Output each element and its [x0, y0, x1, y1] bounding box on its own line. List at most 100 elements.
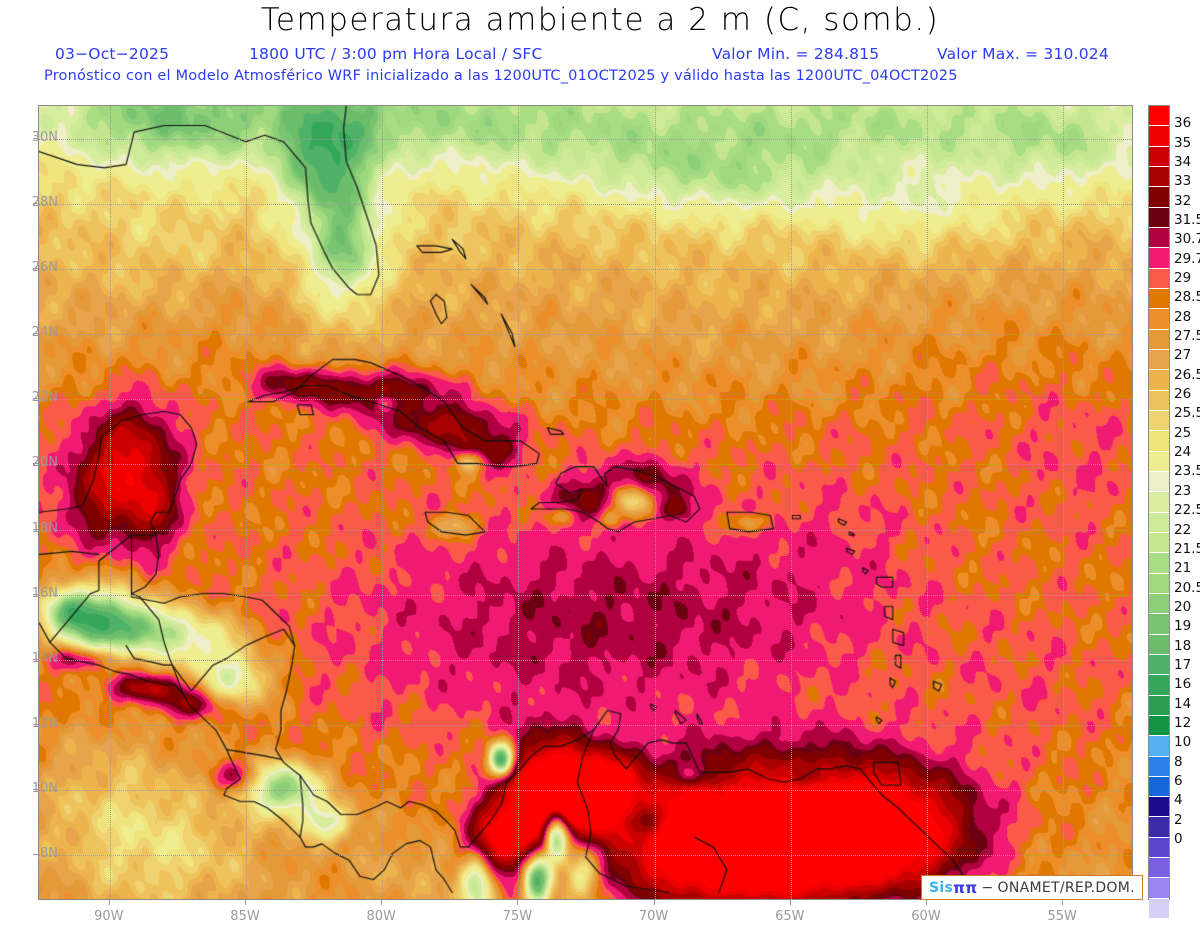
colorbar-value-label: 27: [1174, 347, 1192, 364]
longitude-tick: [1062, 900, 1064, 905]
colorbar-value-label: 30.7: [1174, 231, 1200, 248]
colorbar-band: [1149, 573, 1169, 594]
forecast-date: 03−Oct−2025: [55, 45, 170, 63]
colorbar-band: [1149, 227, 1169, 249]
colorbar-value-label: 28: [1174, 308, 1192, 325]
latitude-label: 16N: [31, 585, 58, 601]
colorbar-value-label: 27.5: [1174, 328, 1200, 345]
gridline-horizontal: [39, 138, 1132, 140]
provider-watermark: Sis ππ − ONAMET/REP.DOM.: [921, 875, 1143, 900]
watermark-organization: ONAMET/REP.DOM.: [997, 879, 1135, 896]
colorbar-value-label: 20: [1174, 598, 1192, 615]
longitude-label: 60W: [911, 909, 941, 924]
colorbar-band: [1149, 512, 1169, 533]
colorbar-band: [1149, 126, 1169, 147]
colorbar-band: [1149, 166, 1169, 188]
colorbar-value-label: 34: [1174, 154, 1192, 171]
gridline-horizontal: [39, 725, 1132, 727]
gridline-horizontal: [39, 594, 1132, 596]
latitude-tick: [33, 854, 38, 856]
latitude-tick: [33, 333, 38, 335]
gridline-vertical: [246, 106, 247, 899]
min-value-label: Valor Min. = 284.815: [712, 45, 880, 63]
colorbar-band: [1149, 207, 1169, 228]
colorbar-band: [1149, 268, 1169, 289]
latitude-tick: [33, 593, 38, 595]
model-description: Pronóstico con el Modelo Atmosférico WRF…: [44, 68, 958, 84]
gridline-horizontal: [39, 529, 1132, 531]
colorbar-band: [1149, 410, 1169, 432]
colorbar-band: [1149, 797, 1169, 818]
colorbar-band: [1149, 349, 1169, 371]
longitude-label: 65W: [775, 909, 805, 924]
latitude-tick: [33, 724, 38, 726]
colorbar-band: [1149, 187, 1169, 208]
colorbar-value-label: 35: [1174, 134, 1192, 151]
colorbar-value-label: 22.5: [1174, 502, 1200, 519]
longitude-label: 75W: [502, 909, 533, 924]
watermark-symbol-icon: ππ: [953, 878, 978, 897]
colorbar-band: [1149, 309, 1169, 330]
colorbar-band: [1149, 654, 1169, 676]
colorbar-value-label: 0: [1174, 830, 1183, 847]
colorbar-value-label: 32: [1174, 192, 1192, 209]
colorbar-value-label: 10: [1174, 734, 1192, 751]
longitude-label: 55W: [1047, 909, 1077, 924]
colorbar-value-label: 4: [1174, 792, 1183, 809]
colorbar-band: [1149, 715, 1169, 737]
gridline-horizontal: [39, 464, 1132, 466]
gridline-horizontal: [39, 855, 1132, 857]
colorbar-band: [1149, 736, 1169, 757]
colorbar-value-label: 24: [1174, 444, 1192, 461]
colorbar-band: [1149, 776, 1169, 798]
colorbar-value-label: 23.5: [1174, 463, 1200, 480]
colorbar-value-label: 14: [1174, 695, 1192, 712]
latitude-label: 20N: [31, 455, 58, 471]
forecast-time: 1800 UTC / 3:00 pm Hora Local / SFC: [249, 45, 543, 63]
colorbar-band: [1149, 858, 1169, 879]
gridline-horizontal: [39, 334, 1132, 336]
longitude-tick: [653, 900, 655, 905]
gridline-vertical: [654, 106, 656, 899]
temperature-map[interactable]: [38, 105, 1133, 900]
colorbar-band: [1149, 614, 1169, 635]
colorbar-band: [1149, 634, 1169, 655]
colorbar-band: [1149, 837, 1169, 859]
latitude-tick: [33, 658, 38, 660]
gridline-vertical: [109, 106, 111, 899]
colorbar-band: [1149, 288, 1169, 310]
gridline-horizontal: [39, 203, 1132, 205]
watermark-separator: −: [981, 879, 994, 896]
colorbar-value-label: 26.5: [1174, 366, 1200, 383]
latitude-tick: [33, 398, 38, 400]
colorbar-value-label: 31.5: [1174, 212, 1200, 229]
colorbar-band: [1149, 390, 1169, 411]
colorbar-band: [1149, 370, 1169, 391]
latitude-label: 12N: [31, 716, 58, 732]
gridline-vertical: [518, 106, 520, 899]
max-value-label: Valor Max. = 310.024: [937, 45, 1109, 63]
temperature-colorbar[interactable]: [1148, 105, 1170, 938]
longitude-label: 70W: [638, 909, 669, 924]
colorbar-band: [1149, 451, 1169, 472]
watermark-brand: Sis: [929, 879, 954, 896]
colorbar-value-label: 17: [1174, 656, 1192, 673]
page-title: Temperatura ambiente a 2 m (C, somb.): [260, 2, 940, 38]
colorbar-band: [1149, 553, 1169, 574]
colorbar-band: [1149, 106, 1169, 127]
colorbar-band: [1149, 878, 1169, 899]
colorbar-value-label: 29: [1174, 270, 1192, 287]
colorbar-band: [1149, 146, 1169, 167]
chart-header: Temperatura ambiente a 2 m (C, somb.) 03…: [0, 0, 1200, 100]
colorbar-value-label: 25: [1174, 424, 1192, 441]
colorbar-value-label: 29.7: [1174, 250, 1200, 267]
colorbar-band: [1149, 329, 1169, 350]
colorbar-band: [1149, 248, 1169, 269]
latitude-label: 26N: [31, 259, 58, 275]
colorbar-value-label: 28.5: [1174, 289, 1200, 306]
colorbar-value-label: 18: [1174, 637, 1192, 654]
colorbar-value-label: 21.5: [1174, 540, 1200, 557]
latitude-label: 28N: [31, 194, 58, 210]
latitude-tick: [33, 202, 38, 204]
colorbar-value-label: 2: [1174, 811, 1183, 828]
